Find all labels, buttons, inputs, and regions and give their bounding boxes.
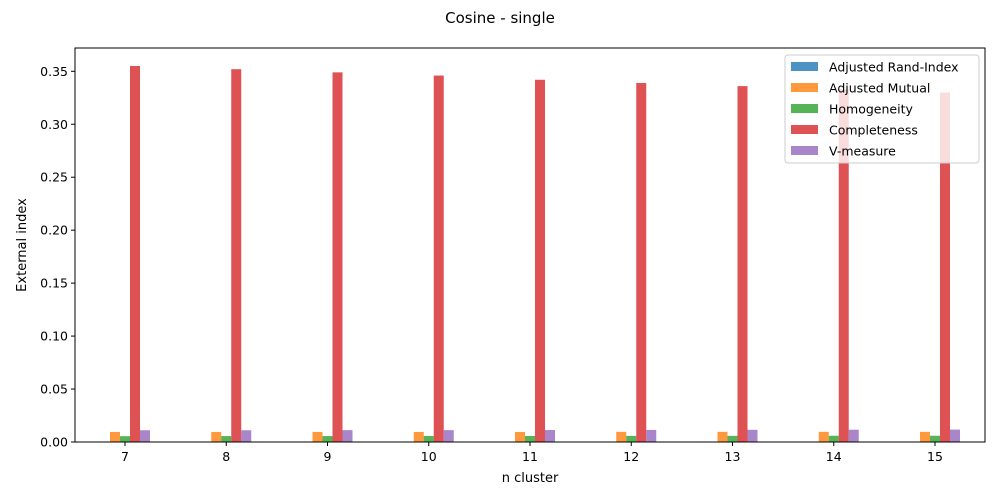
bar — [626, 435, 637, 442]
legend-swatch — [791, 146, 818, 155]
bar — [525, 435, 535, 442]
bar — [646, 429, 657, 442]
bar — [130, 66, 140, 442]
bar — [545, 430, 555, 442]
legend-label: V-measure — [829, 144, 896, 159]
legend-label: Homogeneity — [829, 102, 913, 117]
bar — [221, 436, 232, 442]
y-tick-label: 0.15 — [40, 276, 68, 291]
bar — [332, 72, 343, 443]
bar — [930, 435, 940, 442]
x-axis-ticks: 7 8 9 10 11 12 13 14 15 — [121, 442, 943, 464]
bar — [717, 431, 728, 442]
x-tick-label: 8 — [222, 449, 230, 464]
bar — [443, 430, 454, 442]
bar — [727, 435, 738, 442]
bar — [413, 431, 424, 442]
bar — [342, 430, 353, 442]
chart-title: Cosine - single — [445, 9, 555, 27]
legend-swatch — [791, 104, 818, 113]
bar — [636, 82, 647, 442]
bar — [322, 436, 333, 442]
bar — [312, 431, 323, 442]
bars-group — [100, 66, 960, 443]
bar — [515, 431, 525, 442]
bar — [848, 429, 859, 442]
y-tick-label: 0.35 — [40, 64, 68, 79]
legend-label: Adjusted Rand-Index — [829, 60, 959, 75]
bar — [535, 79, 545, 443]
legend-frame — [784, 54, 980, 164]
bar — [433, 75, 444, 442]
bar — [838, 89, 849, 442]
legend-label: Adjusted Mutual — [829, 81, 930, 96]
bar — [828, 435, 839, 442]
y-axis-ticks: 0.00 0.05 0.10 0.15 0.20 0.25 0.30 0.35 — [40, 64, 75, 450]
y-tick-label: 0.05 — [40, 382, 68, 397]
bar — [120, 436, 130, 442]
plot-frame — [74, 47, 986, 443]
y-tick-label: 0.00 — [40, 435, 68, 450]
x-tick-label: 14 — [826, 449, 842, 464]
bar — [920, 431, 930, 442]
x-tick-label: 13 — [725, 449, 741, 464]
x-tick-label: 10 — [421, 449, 437, 464]
y-tick-label: 0.25 — [40, 170, 68, 185]
bar — [747, 429, 758, 442]
y-tick-label: 0.20 — [40, 223, 68, 238]
bar — [737, 86, 748, 442]
x-tick-label: 12 — [623, 449, 639, 464]
bar — [818, 431, 829, 442]
bar — [950, 429, 960, 442]
y-tick-label: 0.30 — [40, 117, 68, 132]
legend-swatch — [791, 83, 818, 92]
bar — [140, 430, 150, 442]
x-tick-label: 7 — [121, 449, 129, 464]
x-tick-label: 11 — [522, 449, 538, 464]
bar — [423, 435, 434, 442]
y-tick-label: 0.10 — [40, 329, 68, 344]
x-axis-label: n cluster — [502, 471, 559, 486]
x-tick-label: 9 — [324, 449, 332, 464]
bar — [940, 92, 950, 442]
legend-swatch — [791, 62, 818, 71]
legend-label: Completeness — [829, 123, 918, 138]
bar — [110, 431, 120, 442]
x-tick-label: 15 — [927, 449, 943, 464]
bar — [231, 69, 242, 443]
bar — [616, 431, 627, 442]
bar — [241, 430, 252, 442]
legend: Adjusted Rand-Index Adjusted Mutual Homoge… — [784, 54, 980, 164]
bar — [211, 431, 222, 442]
y-axis-label: External index — [15, 198, 30, 292]
legend-swatch — [791, 125, 818, 134]
